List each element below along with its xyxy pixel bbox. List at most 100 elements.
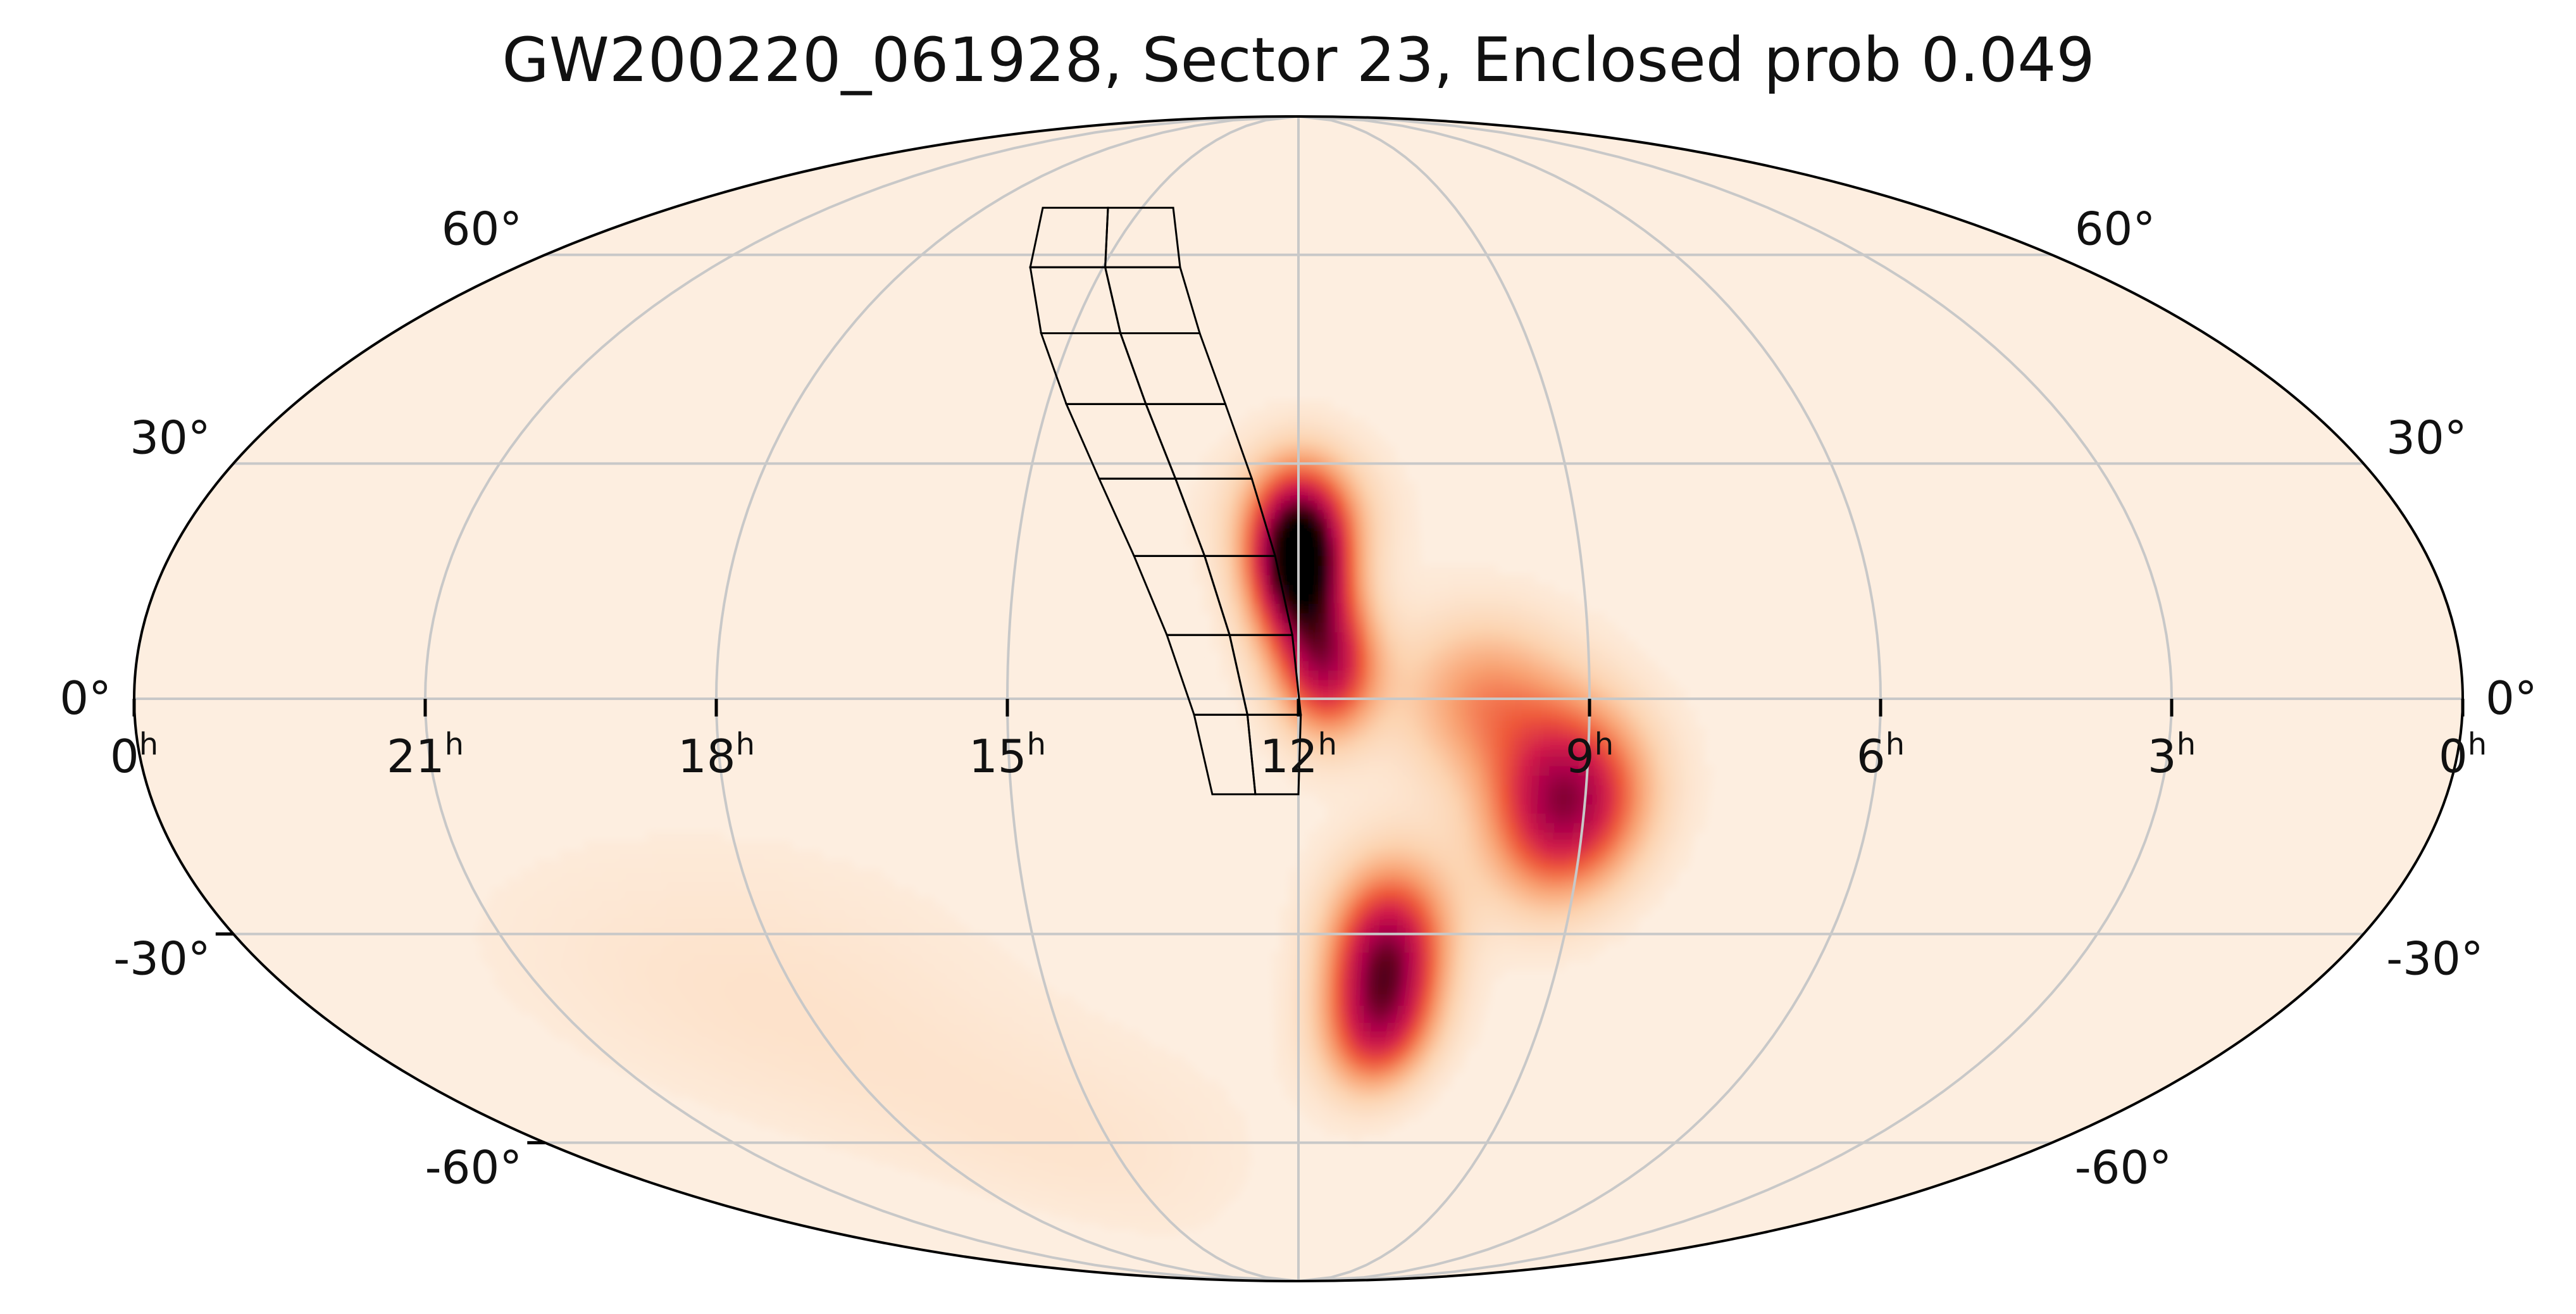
heatmap-cell (1253, 463, 1264, 473)
heatmap-cell (1321, 1055, 1330, 1065)
heatmap-cell (1332, 427, 1343, 437)
heatmap-cell (1374, 612, 1386, 623)
heatmap-cell (1410, 555, 1422, 566)
heatmap-cell (1360, 924, 1371, 935)
heatmap-cell (1338, 1004, 1348, 1015)
heatmap-cell (1518, 878, 1530, 889)
heatmap-cell (1346, 669, 1357, 680)
heatmap-cell (1395, 933, 1406, 944)
heatmap-cell (1288, 869, 1299, 880)
heatmap-cell (1403, 775, 1415, 785)
heatmap-cell (1595, 612, 1607, 623)
heatmap-cell (1325, 490, 1336, 501)
heatmap-cell (1327, 1072, 1336, 1082)
heatmap-cell (1356, 708, 1367, 719)
heatmap-cell (1288, 584, 1299, 594)
heatmap-cell (1462, 641, 1473, 652)
heatmap-cell (1468, 813, 1480, 823)
heatmap-cell (1676, 689, 1688, 699)
heatmap-cell (1279, 906, 1290, 917)
heatmap-cell (1336, 803, 1347, 814)
heatmap-cell (1395, 698, 1406, 709)
heatmap-cell (1514, 831, 1526, 842)
heatmap-cell (1278, 660, 1290, 671)
heatmap-cell (1259, 641, 1270, 652)
heatmap-cell (1259, 584, 1271, 594)
heatmap-cell (1288, 593, 1299, 604)
heatmap-cell (1509, 622, 1521, 632)
heatmap-cell (1334, 481, 1345, 492)
heatmap-cell (1283, 1072, 1292, 1082)
heatmap-cell (1498, 794, 1510, 804)
heatmap-cell (1340, 409, 1350, 420)
heatmap-cell (1521, 717, 1532, 729)
heatmap-cell (1666, 717, 1677, 729)
heatmap-cell (1331, 978, 1341, 989)
heatmap-cell (1459, 813, 1471, 823)
heatmap-cell (1697, 803, 1710, 814)
heatmap-cell (1443, 708, 1455, 719)
heatmap-cell (1441, 612, 1453, 623)
heatmap-cell (1533, 831, 1545, 842)
heatmap-cell (1433, 746, 1444, 757)
heatmap-cell (1363, 850, 1374, 861)
heatmap-cell (1365, 622, 1376, 632)
heatmap-cell (1278, 669, 1290, 680)
heatmap-cell (1565, 794, 1577, 804)
heatmap-cell (1306, 435, 1317, 446)
heatmap-cell (1626, 650, 1638, 661)
heatmap-cell (1414, 660, 1425, 671)
heatmap-cell (1407, 978, 1419, 989)
heatmap-cell (1511, 679, 1522, 690)
heatmap-cell (1271, 472, 1281, 482)
heatmap-cell (1539, 860, 1551, 870)
heatmap-cell (1337, 1030, 1347, 1040)
heatmap-cell (1443, 736, 1454, 748)
heatmap-cell (1307, 518, 1318, 529)
heatmap-cell (1422, 593, 1433, 604)
heatmap-cell (1255, 418, 1265, 429)
heatmap-cell (1364, 794, 1376, 804)
heatmap-cell (1438, 841, 1450, 852)
heatmap-cell (1482, 689, 1493, 699)
heatmap-cell (1369, 1030, 1379, 1040)
heatmap-cell (1324, 933, 1335, 944)
heatmap-cell (1442, 622, 1453, 632)
heatmap-cell (1328, 1063, 1337, 1073)
heatmap-cell (1278, 708, 1290, 719)
heatmap-cell (1324, 435, 1334, 446)
heatmap-cell (1529, 765, 1540, 776)
heatmap-cell (1322, 1022, 1331, 1032)
heatmap-cell (1471, 887, 1483, 898)
heatmap-cell (1316, 555, 1328, 566)
heatmap-cell (1608, 831, 1621, 842)
heatmap-cell (1684, 746, 1696, 757)
heatmap-cell (1475, 850, 1486, 861)
heatmap-cell (1385, 717, 1397, 729)
heatmap-cell (1470, 603, 1481, 613)
heatmap-cell (1569, 717, 1581, 729)
heatmap-cell (1449, 565, 1460, 575)
heatmap-cell (1325, 499, 1336, 510)
heatmap-cell (1316, 527, 1327, 538)
heatmap-cell (1349, 1072, 1359, 1082)
heatmap-cell (1546, 794, 1558, 804)
heatmap-cell (1353, 1030, 1363, 1040)
heatmap-cell (1409, 869, 1420, 880)
heatmap-cell (1443, 669, 1454, 680)
heatmap-cell (1274, 1039, 1284, 1049)
heatmap-cell (1314, 996, 1324, 1006)
heatmap-cell (1510, 869, 1522, 880)
heatmap-cell (1665, 736, 1677, 748)
heatmap-cell (1272, 960, 1282, 971)
heatmap-cell (1481, 746, 1493, 757)
heatmap-cell (1289, 969, 1299, 980)
heatmap-cell (1460, 593, 1472, 604)
heatmap-cell (1524, 822, 1536, 833)
heatmap-cell (1188, 499, 1199, 510)
heatmap-cell (1685, 727, 1696, 738)
heatmap-cell (1617, 831, 1630, 842)
heatmap-cell (1344, 527, 1355, 538)
heatmap-cell (1288, 537, 1299, 548)
heatmap-cell (1546, 784, 1559, 795)
